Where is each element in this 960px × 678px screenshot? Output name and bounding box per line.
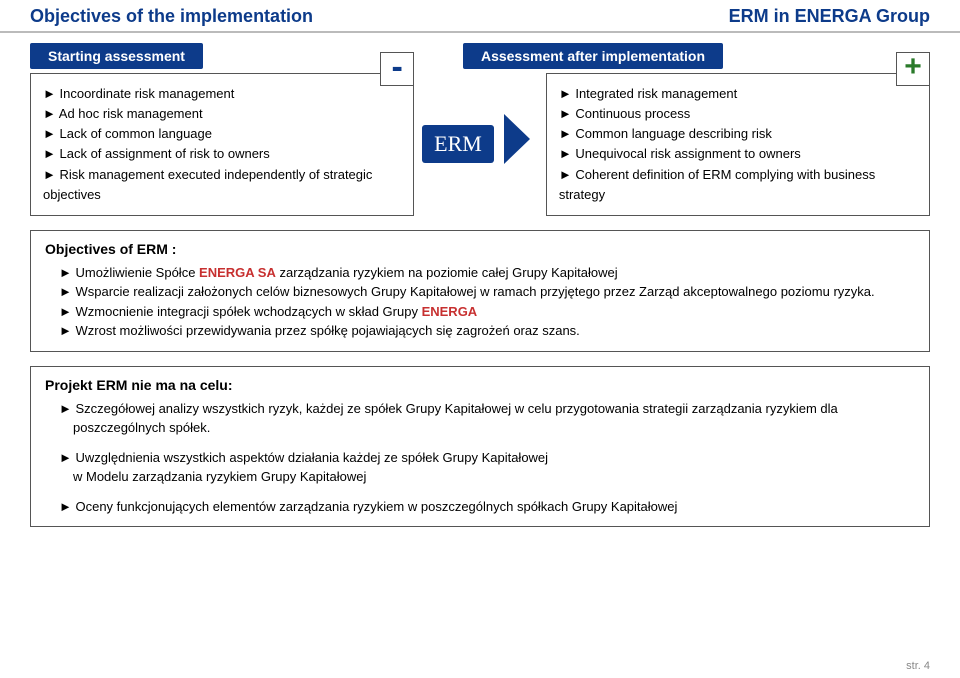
after-item: ► Continuous process — [559, 104, 917, 124]
after-item: ► Integrated risk management — [559, 84, 917, 104]
project-line: ► Uwzględnienia wszystkich aspektów dzia… — [45, 448, 915, 487]
objective-line: ► Wsparcie realizacji założonych celów b… — [45, 282, 915, 302]
after-item: ► Common language describing risk — [559, 124, 917, 144]
label-starting: Starting assessment — [30, 43, 203, 69]
before-item: ► Incoordinate risk management — [43, 84, 401, 104]
labels-row: Starting assessment Assessment after imp… — [0, 43, 960, 69]
objectives-title: Objectives of ERM : — [45, 241, 915, 257]
before-card: - ► Incoordinate risk management ► Ad ho… — [30, 73, 414, 216]
erm-pill: ERM — [422, 125, 494, 163]
project-line: ► Oceny funkcjonujących elementów zarząd… — [45, 497, 915, 517]
page-number: str. 4 — [906, 660, 930, 672]
before-item: ► Lack of common language — [43, 124, 401, 144]
header-left: Objectives of the implementation — [30, 6, 313, 27]
after-item: ► Coherent definition of ERM complying w… — [559, 165, 917, 205]
header-right: ERM in ENERGA Group — [729, 6, 930, 27]
comparison-row: - ► Incoordinate risk management ► Ad ho… — [0, 73, 960, 216]
before-item: ► Ad hoc risk management — [43, 104, 401, 124]
arrow-icon — [502, 114, 538, 174]
project-line: ► Szczegółowej analizy wszystkich ryzyk,… — [45, 399, 915, 438]
objectives-card: Objectives of ERM : ► Umożliwienie Spółc… — [30, 230, 930, 352]
header-underline — [0, 31, 960, 33]
header-row: Objectives of the implementation ERM in … — [0, 0, 960, 27]
label-after: Assessment after implementation — [463, 43, 723, 69]
after-card: + ► Integrated risk management ► Continu… — [546, 73, 930, 216]
plus-badge: + — [896, 52, 930, 86]
before-item: ► Risk management executed independently… — [43, 165, 401, 205]
objective-line: ► Umożliwienie Spółce ENERGA SA zarządza… — [45, 263, 915, 283]
project-card: Projekt ERM nie ma na celu: ► Szczegółow… — [30, 366, 930, 528]
after-item: ► Unequivocal risk assignment to owners — [559, 144, 917, 164]
objective-line: ► Wzrost możliwości przewidywania przez … — [45, 321, 915, 341]
before-item: ► Lack of assignment of risk to owners — [43, 144, 401, 164]
objective-line: ► Wzmocnienie integracji spółek wchodząc… — [45, 302, 915, 322]
project-title: Projekt ERM nie ma na celu: — [45, 377, 915, 393]
minus-badge: - — [380, 52, 414, 86]
